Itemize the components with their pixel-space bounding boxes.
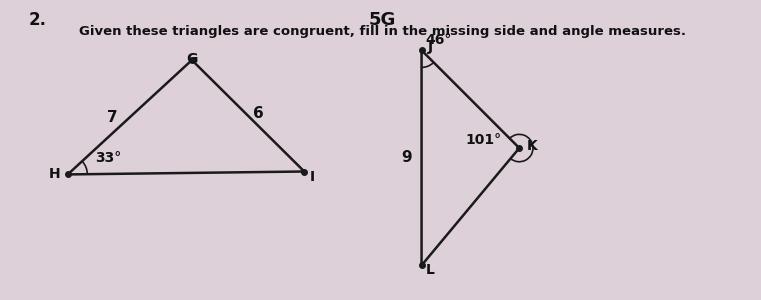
Text: 46°: 46° xyxy=(425,33,452,47)
Text: Given these triangles are congruent, fill in the missing side and angle measures: Given these triangles are congruent, fil… xyxy=(79,25,686,38)
Text: G: G xyxy=(186,52,198,66)
Text: 5G: 5G xyxy=(369,11,396,29)
Text: K: K xyxy=(527,139,538,153)
Text: 33°: 33° xyxy=(95,151,121,165)
Text: 9: 9 xyxy=(401,150,412,165)
Text: 2.: 2. xyxy=(29,11,46,29)
Text: L: L xyxy=(425,263,435,278)
Text: 7: 7 xyxy=(107,110,118,125)
Text: H: H xyxy=(48,167,60,182)
Text: 101°: 101° xyxy=(466,133,501,147)
Text: 6: 6 xyxy=(253,106,264,121)
Text: I: I xyxy=(310,169,315,184)
Text: J: J xyxy=(428,40,432,54)
